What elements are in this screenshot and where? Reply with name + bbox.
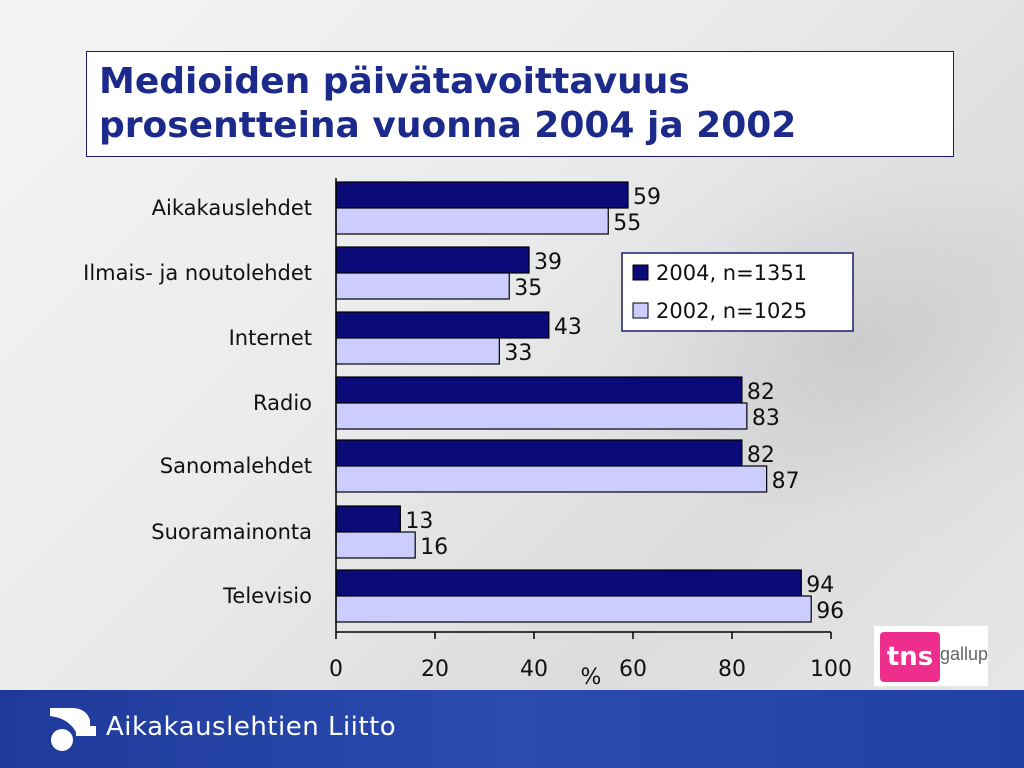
legend-box [621,252,854,332]
bar [335,595,812,623]
data-label: 13 [405,509,433,534]
bar [335,376,743,404]
x-tick-label: 0 [329,657,343,682]
category-label: Sanomalehdet [160,454,312,478]
x-tick-label: 80 [718,657,746,682]
bar [335,337,500,365]
title-box: Medioiden päivätavoittavuus prosentteina… [86,51,954,157]
data-label: 82 [747,443,775,468]
bar [335,465,768,493]
data-label: 96 [816,599,844,624]
bar [335,272,510,300]
data-label: 94 [806,573,834,598]
slide-title: Medioiden päivätavoittavuus prosentteina… [99,61,797,146]
legend-label: 2002, n=1025 [656,299,807,323]
category-label: Aikakauslehdet [152,196,312,220]
x-tick-label: 20 [421,657,449,682]
data-label: 39 [534,250,562,275]
bar [335,531,416,559]
organization-name: Aikakauslehtien Liitto [106,712,397,742]
data-label: 55 [613,211,641,236]
tns-logo-mark: tns [880,632,940,682]
category-label: Suoramainonta [151,520,312,544]
legend-swatch [632,264,649,281]
tns-gallup-logo: tns gallup [874,626,988,686]
bar [335,439,743,467]
legend-label: 2004, n=1351 [656,261,807,285]
bar [335,569,802,597]
footer-bar: Aikakauslehtien Liitto [0,690,1024,768]
category-label: Radio [253,391,312,415]
data-label: 83 [752,406,780,431]
data-label: 59 [633,185,661,210]
x-tick-label: 40 [520,657,548,682]
category-label: Televisio [222,584,312,608]
bar [335,207,609,235]
x-axis-label: % [581,665,602,690]
bar [335,311,550,339]
bar [335,505,401,533]
legend-swatch [632,302,649,319]
bar [335,246,530,274]
data-label: 43 [554,315,582,340]
data-label: 33 [504,341,532,366]
data-label: 87 [772,469,800,494]
gallup-logo-text: gallup [940,644,989,664]
category-label: Internet [229,326,312,350]
x-tick-label: 100 [810,657,852,682]
data-label: 16 [420,535,448,560]
bar [335,402,748,430]
bar [335,181,629,209]
x-tick-label: 60 [619,657,647,682]
data-label: 82 [747,380,775,405]
category-label: Ilmais- ja noutolehdet [83,261,312,285]
data-label: 35 [514,276,542,301]
aikakauslehtien-liitto-logo-icon [50,708,96,751]
